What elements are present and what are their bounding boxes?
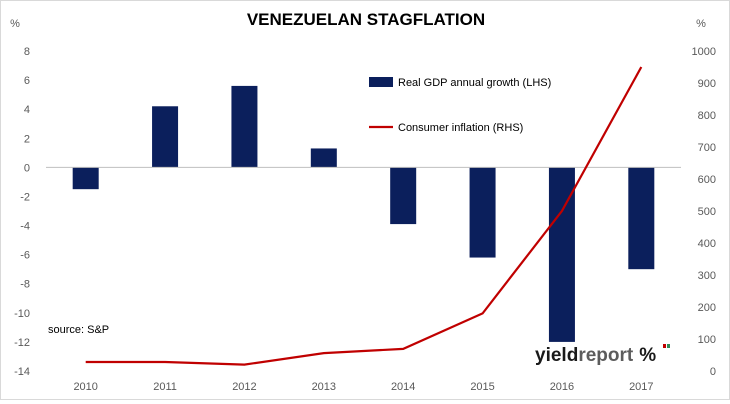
gdp-bar [310, 148, 337, 168]
legend: Real GDP annual growth (LHS) Consumer in… [369, 77, 551, 134]
right-tick-label: 700 [698, 142, 716, 154]
logo-percent: % [639, 345, 656, 366]
logo-text: yieldreport% [535, 345, 656, 366]
logo-accent-red [663, 344, 666, 348]
right-tick-label: 800 [698, 110, 716, 122]
left-tick-label: -14 [14, 366, 30, 378]
x-tick-label: 2012 [232, 381, 256, 393]
logo-accent-green [667, 344, 670, 348]
x-tick-label: 2010 [73, 381, 97, 393]
left-tick-label: 8 [24, 46, 30, 58]
left-tick-label: -8 [20, 279, 30, 291]
yieldreport-logo: yieldreport% [535, 344, 670, 366]
right-tick-label: 400 [698, 238, 716, 250]
x-tick-label: 2014 [391, 381, 415, 393]
gdp-bars [72, 85, 655, 342]
legend-label-inflation: Consumer inflation (RHS) [398, 122, 523, 134]
x-axis-ticks: 2010 2011 2012 2013 2014 2015 2016 2017 [73, 381, 653, 393]
gdp-bar [628, 167, 655, 270]
right-tick-label: 200 [698, 302, 716, 314]
right-tick-label: 600 [698, 174, 716, 186]
gdp-bar [469, 167, 496, 258]
left-tick-label: -6 [20, 250, 30, 262]
source-note: source: S&P [48, 324, 109, 336]
logo-part-yield: yield [535, 345, 578, 366]
left-axis-ticks: 8 6 4 2 0 -2 -4 -6 -8 -10 -12 -14 [14, 46, 30, 378]
gdp-bar [231, 85, 258, 168]
left-tick-label: -12 [14, 337, 30, 349]
right-tick-label: 900 [698, 78, 716, 90]
left-tick-label: 0 [24, 162, 30, 174]
x-tick-label: 2017 [629, 381, 653, 393]
inflation-line [85, 66, 643, 366]
left-tick-label: -2 [20, 191, 30, 203]
chart-title: VENEZUELAN STAGFLATION [247, 10, 485, 29]
right-axis-unit-label: % [696, 18, 706, 30]
right-tick-label: 500 [698, 206, 716, 218]
x-tick-label: 2015 [470, 381, 494, 393]
right-tick-label: 100 [698, 334, 716, 346]
left-tick-label: 2 [24, 133, 30, 145]
x-tick-label: 2016 [550, 381, 574, 393]
left-tick-label: -4 [20, 221, 30, 233]
legend-label-gdp: Real GDP annual growth (LHS) [398, 77, 551, 89]
x-tick-label: 2011 [153, 381, 177, 393]
right-tick-label: 1000 [692, 46, 716, 58]
left-tick-label: 6 [24, 75, 30, 87]
logo-part-report: report [578, 345, 634, 366]
right-tick-label: 0 [710, 366, 716, 378]
x-tick-label: 2013 [312, 381, 336, 393]
gdp-bar [390, 167, 417, 225]
gdp-bar [152, 106, 179, 168]
left-axis-unit-label: % [10, 18, 20, 30]
gdp-bar [72, 167, 99, 190]
right-tick-label: 300 [698, 270, 716, 282]
left-tick-label: 4 [24, 104, 30, 116]
left-tick-label: -10 [14, 308, 30, 320]
legend-swatch-gdp [369, 77, 393, 87]
